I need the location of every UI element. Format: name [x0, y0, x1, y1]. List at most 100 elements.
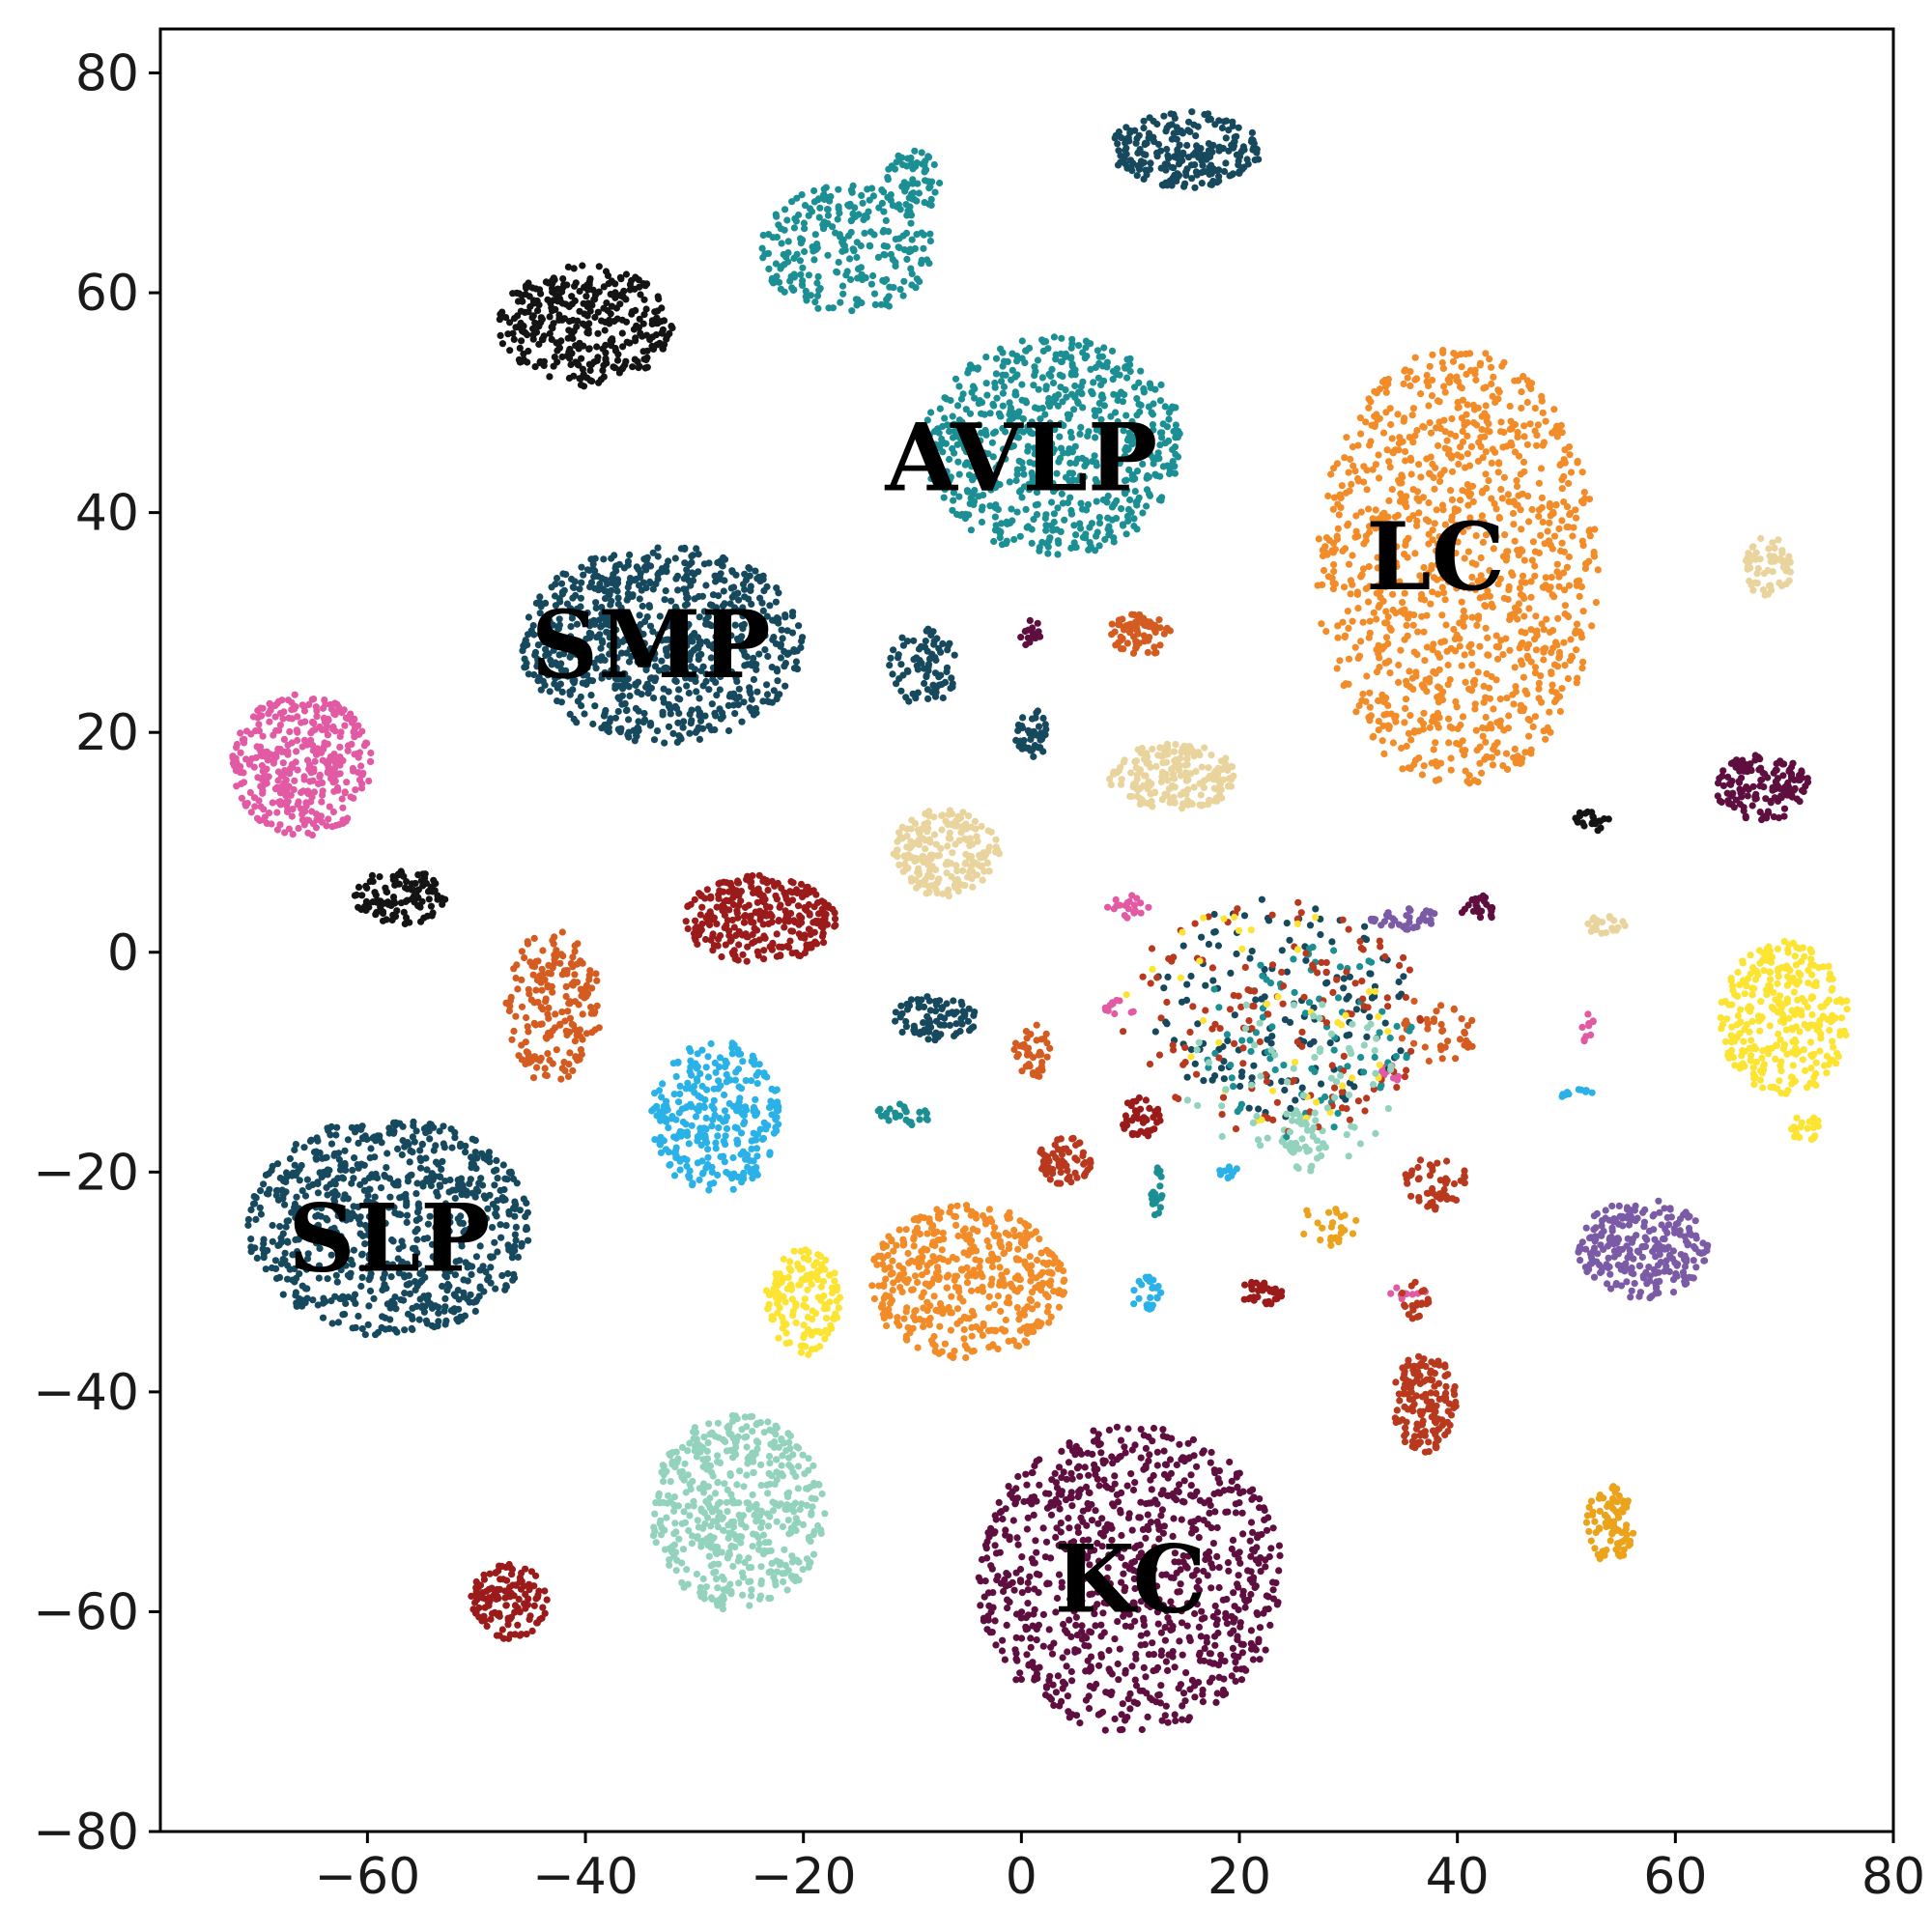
point [909, 189, 918, 197]
point [1417, 390, 1425, 398]
point [886, 1293, 894, 1300]
point [775, 589, 782, 597]
point [1348, 480, 1355, 488]
point [920, 1003, 928, 1010]
point [1462, 767, 1469, 775]
point [1402, 704, 1409, 713]
point [1395, 476, 1403, 484]
point [1028, 539, 1036, 548]
point [1334, 525, 1342, 532]
point [1540, 727, 1548, 735]
point [1520, 433, 1528, 440]
point [1254, 1531, 1263, 1539]
point [1047, 1511, 1056, 1519]
point [1154, 140, 1163, 149]
point [1256, 1624, 1264, 1632]
point [1122, 1622, 1129, 1630]
point [1577, 582, 1585, 591]
point [1461, 419, 1468, 427]
point [1572, 506, 1579, 514]
point [653, 727, 662, 735]
point [948, 674, 955, 682]
point [1444, 533, 1452, 541]
point [838, 282, 847, 290]
point [1779, 772, 1787, 780]
point [788, 629, 797, 637]
point [1778, 760, 1786, 768]
point [897, 687, 905, 695]
point [1191, 1682, 1199, 1690]
point [1482, 603, 1490, 611]
point [1504, 765, 1512, 774]
point [746, 565, 753, 573]
point [1018, 381, 1026, 388]
point [1413, 427, 1421, 435]
point [1074, 1523, 1082, 1531]
point [1014, 1472, 1022, 1481]
point [1054, 551, 1062, 558]
point [1207, 115, 1214, 123]
point [1002, 1531, 1009, 1539]
point [1005, 1231, 1012, 1238]
point [1386, 669, 1394, 677]
point [1403, 681, 1410, 689]
point [1248, 1495, 1256, 1503]
point [1013, 1657, 1021, 1664]
point [695, 705, 702, 713]
point [1109, 1460, 1117, 1467]
point [1236, 1619, 1244, 1627]
point [1472, 376, 1480, 384]
point [1179, 1702, 1186, 1710]
point [1422, 676, 1430, 684]
point [847, 275, 855, 284]
point [1159, 1602, 1167, 1609]
point [938, 1348, 946, 1355]
point [928, 1223, 937, 1231]
point [1757, 776, 1766, 784]
point [1441, 521, 1449, 528]
point [1389, 739, 1397, 747]
point [1482, 448, 1490, 456]
point [1548, 429, 1556, 437]
point [1573, 620, 1581, 628]
point [1021, 359, 1029, 367]
point [1030, 1511, 1037, 1519]
point [1153, 1448, 1161, 1456]
point [1427, 429, 1435, 437]
point [1199, 1698, 1207, 1706]
point [1579, 658, 1587, 666]
point [914, 1344, 922, 1351]
point [1257, 1554, 1264, 1562]
point [1429, 588, 1436, 596]
point [1127, 1623, 1135, 1631]
point [853, 239, 861, 246]
point [924, 1036, 932, 1043]
point [796, 257, 805, 265]
point [1195, 1586, 1204, 1594]
point [1345, 624, 1352, 633]
point [968, 1348, 976, 1355]
point [1208, 1584, 1215, 1592]
point [1249, 1528, 1257, 1536]
point [1511, 745, 1519, 753]
point [1171, 1558, 1179, 1566]
point [1098, 1515, 1106, 1522]
point [1137, 367, 1145, 375]
point [1561, 586, 1569, 594]
point [1136, 1687, 1144, 1694]
point [884, 174, 892, 182]
point [1548, 669, 1555, 678]
point [895, 152, 902, 159]
point [1434, 397, 1442, 405]
point [1375, 474, 1383, 482]
point [900, 179, 908, 186]
point [1022, 1614, 1030, 1622]
point [1202, 1550, 1210, 1558]
point [949, 1353, 957, 1361]
point [1466, 350, 1474, 357]
point [1555, 525, 1563, 533]
point [1192, 1525, 1200, 1534]
point [991, 1224, 999, 1232]
point [1018, 745, 1026, 753]
point [1055, 1499, 1063, 1507]
